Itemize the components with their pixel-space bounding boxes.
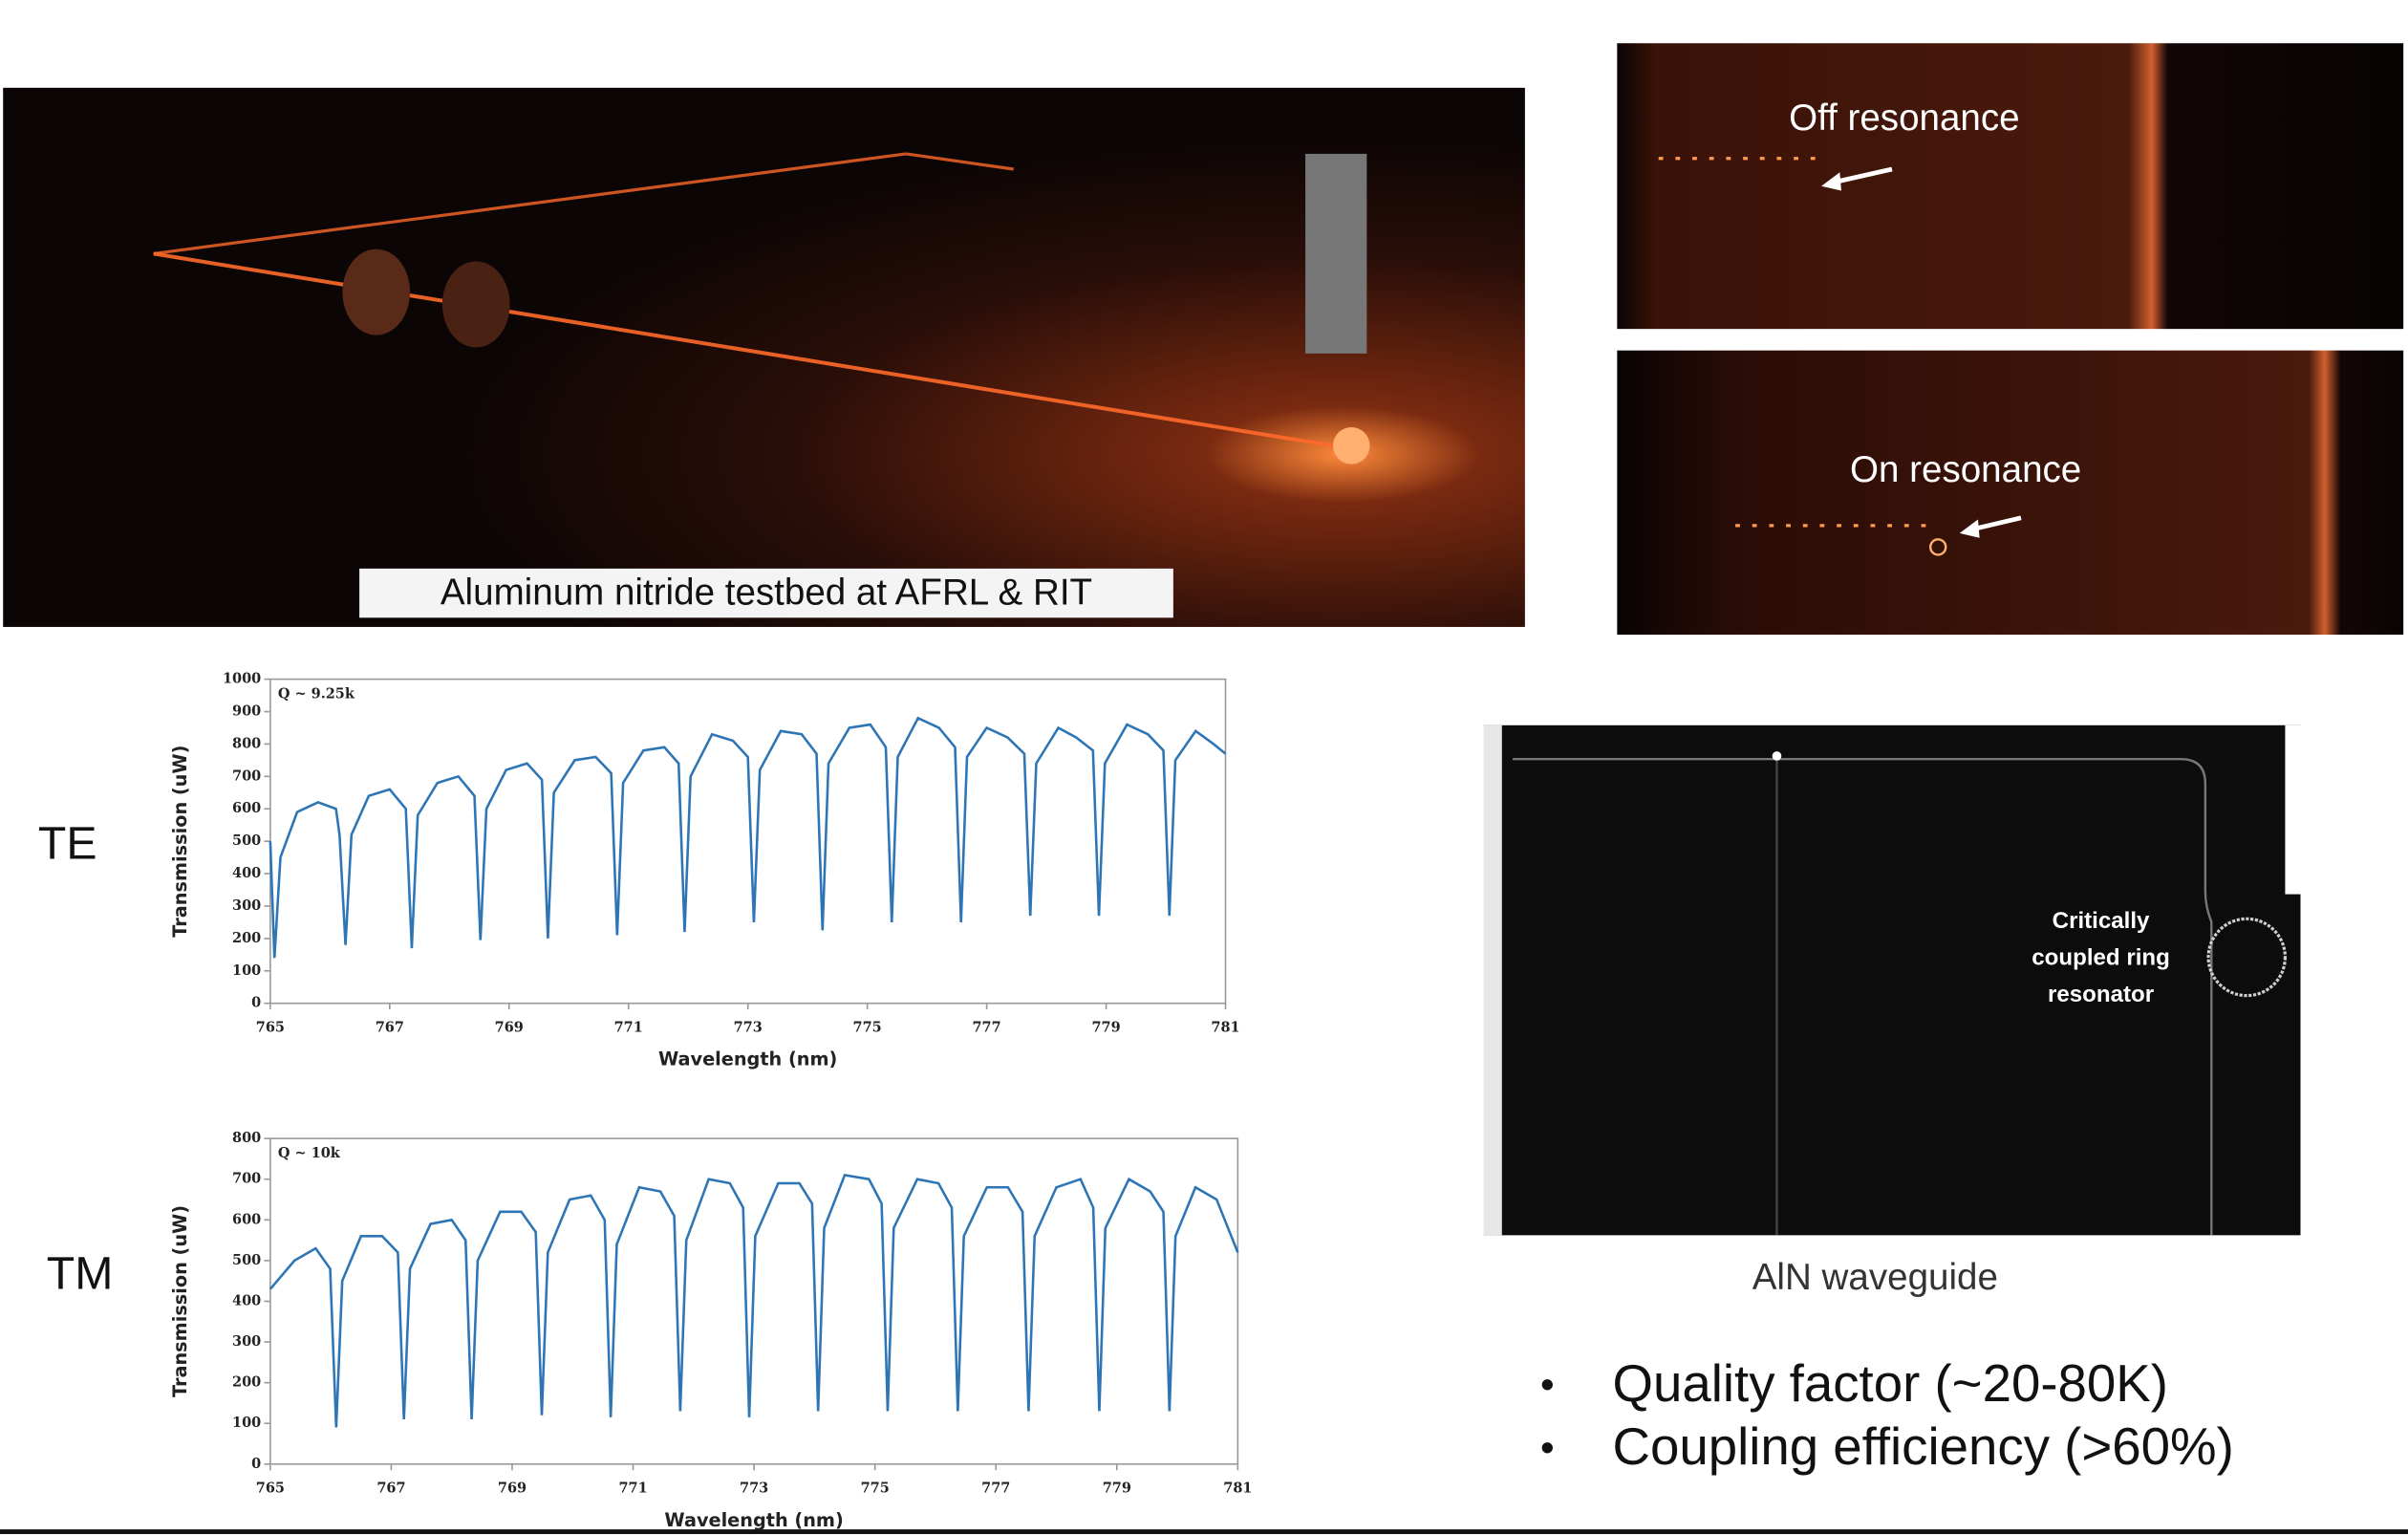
ring-label: resonator xyxy=(2048,982,2155,1007)
x-tick-label: 773 xyxy=(734,1019,763,1035)
y-tick-label: 200 xyxy=(232,930,261,946)
x-tick-label: 765 xyxy=(256,1481,285,1497)
bullet-text: Coupling efficiency (>60%) xyxy=(1613,1417,2234,1476)
y-tick-label: 300 xyxy=(232,897,261,914)
on-resonance-image: On resonance xyxy=(1617,350,2404,635)
y-tick-label: 200 xyxy=(232,1374,261,1391)
waveguide-caption: AlN waveguide xyxy=(1752,1257,1998,1298)
testbed-photo: Aluminum nitride testbed at AFRL & RIT xyxy=(3,87,1525,627)
x-tick-label: 775 xyxy=(853,1019,882,1035)
bullet: • xyxy=(1540,1424,1555,1469)
y-tick-label: 100 xyxy=(232,962,261,979)
y-tick-label: 400 xyxy=(232,1292,261,1308)
y-tick-label: 500 xyxy=(232,832,261,849)
x-tick-label: 771 xyxy=(614,1019,643,1035)
x-tick-label: 779 xyxy=(1103,1481,1131,1497)
x-tick-label: 769 xyxy=(498,1481,527,1497)
x-tick-label: 779 xyxy=(1091,1019,1120,1035)
x-axis-title: Wavelength (nm) xyxy=(664,1509,843,1531)
y-tick-label: 700 xyxy=(232,768,261,784)
x-tick-label: 781 xyxy=(1211,1019,1239,1035)
y-tick-label: 400 xyxy=(232,865,261,881)
x-tick-label: 773 xyxy=(740,1481,768,1497)
y-axis-title: Transmission (uW) xyxy=(169,1205,191,1397)
y-tick-label: 600 xyxy=(232,800,261,816)
x-tick-label: 769 xyxy=(495,1019,524,1035)
off-resonance-label: Off resonance xyxy=(1789,97,2020,139)
y-tick-label: 800 xyxy=(232,735,261,751)
mode-label: TE xyxy=(38,818,97,870)
y-tick-label: 0 xyxy=(251,1456,261,1472)
x-tick-label: 765 xyxy=(256,1019,285,1035)
y-tick-label: 100 xyxy=(232,1415,261,1431)
bullet: • xyxy=(1540,1362,1555,1407)
x-tick-label: 775 xyxy=(861,1481,890,1497)
annotation: Q ~ 10k xyxy=(278,1145,341,1161)
waveguide-image: Critically coupled ring resonator xyxy=(1483,724,2301,1236)
ring-label: coupled ring xyxy=(2032,944,2170,970)
y-tick-label: 600 xyxy=(232,1211,261,1227)
spectrum-line xyxy=(269,716,1227,959)
spectrum-line xyxy=(269,1174,1239,1428)
off-resonance-image: Off resonance xyxy=(1617,43,2404,330)
x-tick-label: 777 xyxy=(981,1481,1010,1497)
y-tick-label: 800 xyxy=(232,1130,261,1146)
plot-frame xyxy=(269,678,1227,1005)
y-tick-label: 500 xyxy=(232,1252,261,1268)
ring-label: Critically xyxy=(2053,908,2150,934)
y-tick-label: 700 xyxy=(232,1171,261,1187)
x-tick-label: 767 xyxy=(376,1481,405,1497)
on-resonance-label: On resonance xyxy=(1850,449,2081,490)
bullet-text: Quality factor (~20-80K) xyxy=(1613,1354,2168,1413)
y-axis-title: Transmission (uW) xyxy=(169,746,191,938)
x-axis-title: Wavelength (nm) xyxy=(658,1049,837,1070)
y-tick-label: 0 xyxy=(251,995,261,1011)
photo-caption: Aluminum nitride testbed at AFRL & RIT xyxy=(441,572,1092,613)
x-tick-label: 767 xyxy=(376,1019,404,1035)
annotation: Q ~ 9.25k xyxy=(278,686,355,703)
x-tick-label: 771 xyxy=(618,1481,647,1497)
y-tick-label: 300 xyxy=(232,1333,261,1350)
x-tick-label: 777 xyxy=(973,1019,1001,1035)
mode-label: TM xyxy=(47,1248,114,1300)
y-tick-label: 1000 xyxy=(223,671,261,687)
x-tick-label: 781 xyxy=(1223,1481,1252,1497)
y-tick-label: 900 xyxy=(232,703,261,720)
